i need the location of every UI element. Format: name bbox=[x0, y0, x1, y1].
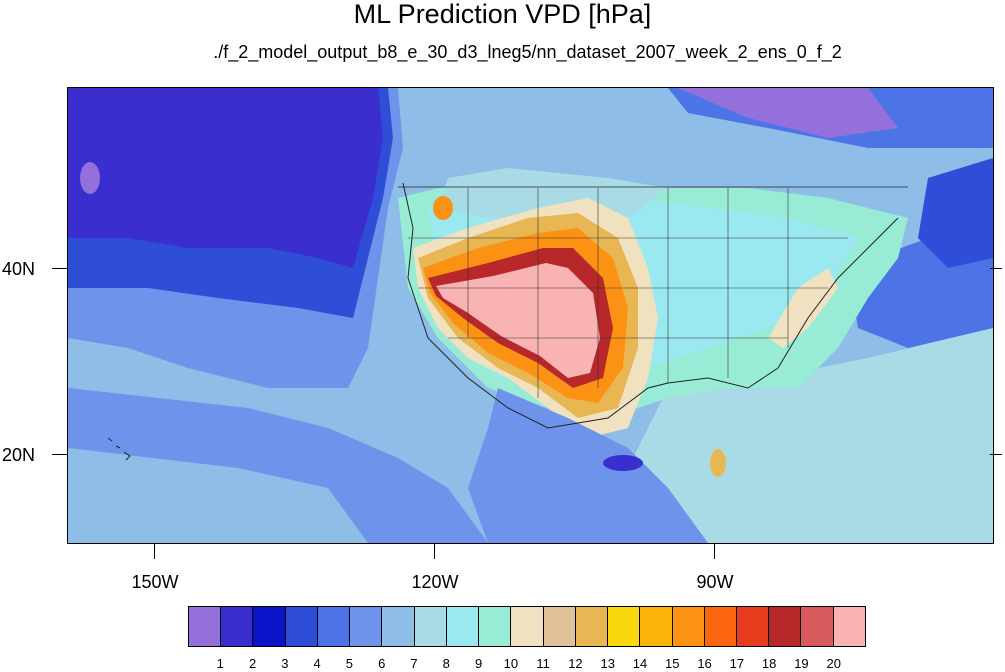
colorbar-swatch bbox=[221, 607, 254, 646]
colorbar-label: 20 bbox=[826, 656, 841, 671]
vpd-map bbox=[68, 88, 993, 543]
coastline bbox=[402, 182, 899, 429]
colorbar-swatch bbox=[833, 607, 865, 646]
colorbar-swatch bbox=[317, 607, 351, 646]
tick-x-150w bbox=[154, 543, 155, 559]
colorbar-label: 10 bbox=[503, 656, 519, 671]
tick-x-90w bbox=[714, 543, 715, 559]
tick-y-40n-right bbox=[990, 268, 1002, 269]
vpd-map-panel bbox=[67, 87, 994, 544]
colorbar-swatch bbox=[446, 607, 480, 646]
colorbar-label: 16 bbox=[697, 656, 712, 671]
colorbar-label: 15 bbox=[665, 656, 680, 671]
latitude-label-40n: 40N bbox=[2, 259, 36, 279]
pacific-low-vpd-spot bbox=[80, 162, 100, 194]
colorbar-swatch bbox=[511, 607, 544, 646]
colorbar bbox=[188, 606, 866, 647]
pacific-vpd-2 bbox=[68, 88, 383, 268]
hawaii-islands bbox=[107, 437, 131, 461]
map-subtitle: ./f_2_model_output_b8_e_30_d3_lneg5/nn_d… bbox=[213, 42, 842, 62]
colorbar-label: 18 bbox=[761, 656, 777, 671]
colorbar-label: 8 bbox=[442, 656, 450, 671]
colorbar-swatch bbox=[769, 607, 802, 646]
mexico-vpd-6 bbox=[468, 388, 708, 543]
tick-y-20n-right bbox=[990, 454, 1002, 455]
colorbar-label: 11 bbox=[536, 656, 550, 671]
yucatan-vpd-13 bbox=[710, 449, 726, 477]
colorbar-swatch bbox=[575, 607, 609, 646]
longitude-label-150w: 150W bbox=[131, 572, 179, 592]
colorbar-label: 7 bbox=[410, 656, 418, 671]
colorbar-swatch bbox=[189, 607, 222, 646]
map-title: ML Prediction VPD [hPa] bbox=[353, 0, 652, 29]
colorbar-swatch bbox=[704, 607, 737, 646]
atlantic-vpd-8 bbox=[628, 328, 993, 543]
colorbar-swatch bbox=[640, 607, 673, 646]
tick-y-20n bbox=[52, 454, 68, 455]
colorbar-label: 12 bbox=[568, 656, 583, 671]
canada-vpd-8 bbox=[438, 168, 668, 218]
colorbar-swatch bbox=[350, 607, 383, 646]
latitude-label-20n: 20N bbox=[2, 445, 36, 465]
colorbar-swatch bbox=[801, 607, 834, 646]
colorbar-label: 5 bbox=[345, 656, 354, 671]
colorbar-swatch bbox=[253, 607, 286, 646]
colorbar-label: 3 bbox=[281, 656, 289, 671]
colorbar-label: 14 bbox=[632, 656, 648, 671]
colorbar-label: 6 bbox=[378, 656, 386, 671]
mexico-low-vpd-spot bbox=[603, 455, 643, 471]
canada-vpd-1 bbox=[678, 88, 898, 138]
colorbar-swatch bbox=[479, 607, 512, 646]
tick-y-40n bbox=[52, 268, 68, 269]
atlantic-vpd-4 bbox=[918, 158, 993, 268]
colorbar-swatch bbox=[382, 607, 415, 646]
colorbar-swatch bbox=[608, 607, 641, 646]
colorbar-swatch bbox=[285, 607, 318, 646]
colorbar-swatch bbox=[414, 607, 447, 646]
colorbar-label: 2 bbox=[248, 656, 257, 671]
longitude-label-120w: 120W bbox=[411, 572, 459, 592]
pacific-south-vpd-7 bbox=[68, 448, 368, 543]
colorbar-label: 1 bbox=[216, 656, 224, 671]
colorbar-swatch bbox=[736, 607, 770, 646]
southwest-vpd-20 bbox=[436, 263, 600, 378]
longitude-label-90w: 90W bbox=[696, 572, 734, 592]
colorbar-label: 4 bbox=[313, 656, 321, 671]
state-boundaries-horizontal bbox=[408, 237, 848, 339]
colorbar-swatch bbox=[672, 607, 705, 646]
colorbar-swatch bbox=[543, 607, 576, 646]
colorbar-label: 17 bbox=[729, 656, 745, 671]
colorbar-label: 9 bbox=[474, 656, 483, 671]
colorbar-label: 13 bbox=[600, 656, 615, 671]
colorbar-label: 19 bbox=[794, 656, 809, 671]
pacific-northwest-hot-spot bbox=[433, 196, 453, 220]
tick-x-120w bbox=[434, 543, 435, 559]
